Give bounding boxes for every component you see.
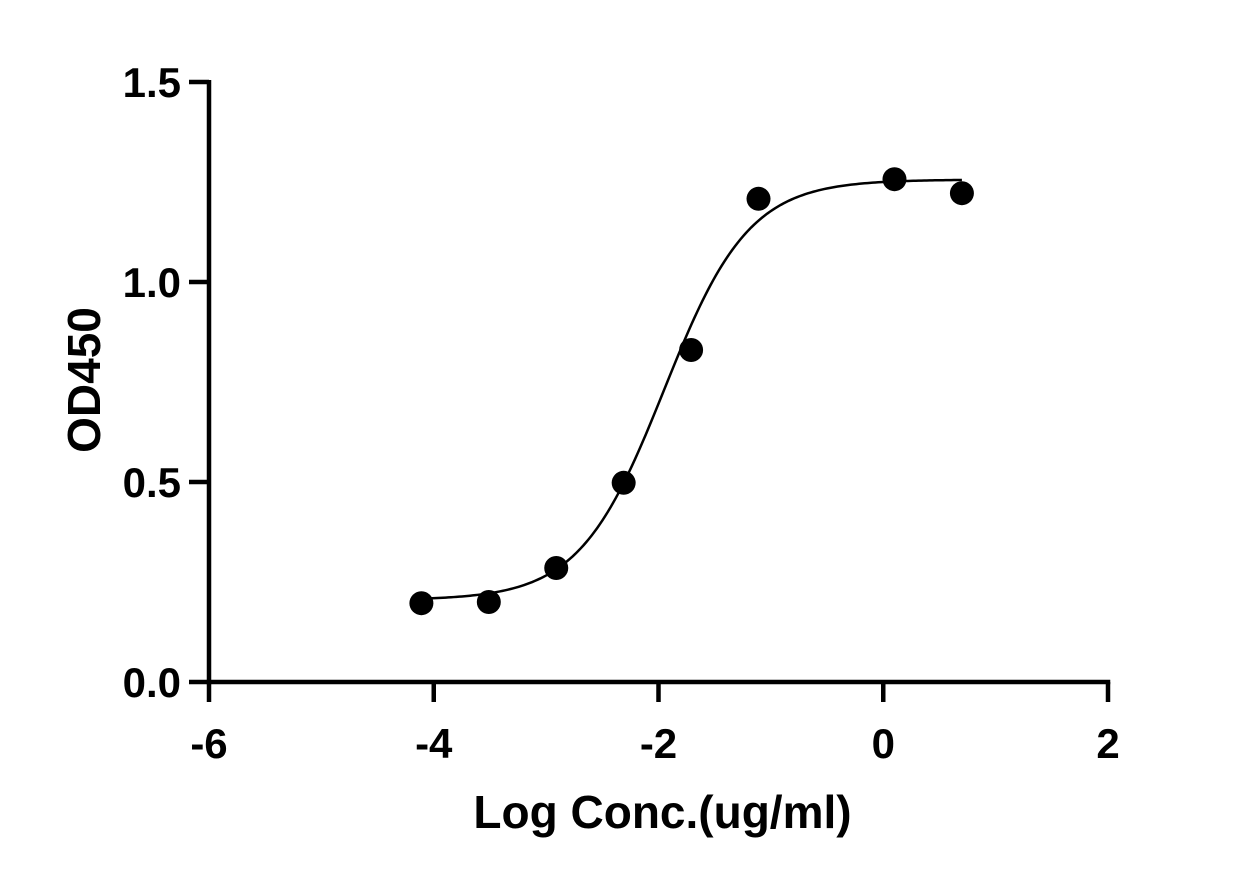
data-point (409, 591, 434, 616)
axes-layer (189, 79, 1111, 702)
labels-layer: Log Conc.(ug/ml) OD450 0.0 0.5 1.0 1.5 -6 -4 -… (58, 59, 1120, 838)
data-point (949, 181, 974, 206)
x-tick-label: -6 (190, 720, 227, 767)
x-tick-label: -2 (640, 720, 677, 767)
data-point (611, 470, 636, 495)
data-point (882, 167, 907, 192)
data-points-layer (409, 167, 974, 616)
data-point (746, 186, 771, 211)
data-point (544, 556, 569, 580)
fit-curve-layer (421, 178, 962, 600)
x-tick-label: 2 (1096, 720, 1119, 767)
y-tick-label: 1.5 (123, 59, 181, 106)
fit-curve (421, 178, 962, 600)
x-axis-title: Log Conc.(ug/ml) (473, 786, 851, 838)
data-point (679, 338, 704, 362)
data-point (476, 590, 501, 614)
y-tick-label: 1.0 (123, 259, 181, 306)
y-axis-title: OD450 (58, 307, 110, 453)
y-tick-label: 0.0 (123, 659, 181, 706)
y-tick-label: 0.5 (123, 459, 181, 506)
x-tick-label: -4 (415, 720, 453, 767)
x-tick-label: 0 (872, 720, 895, 767)
